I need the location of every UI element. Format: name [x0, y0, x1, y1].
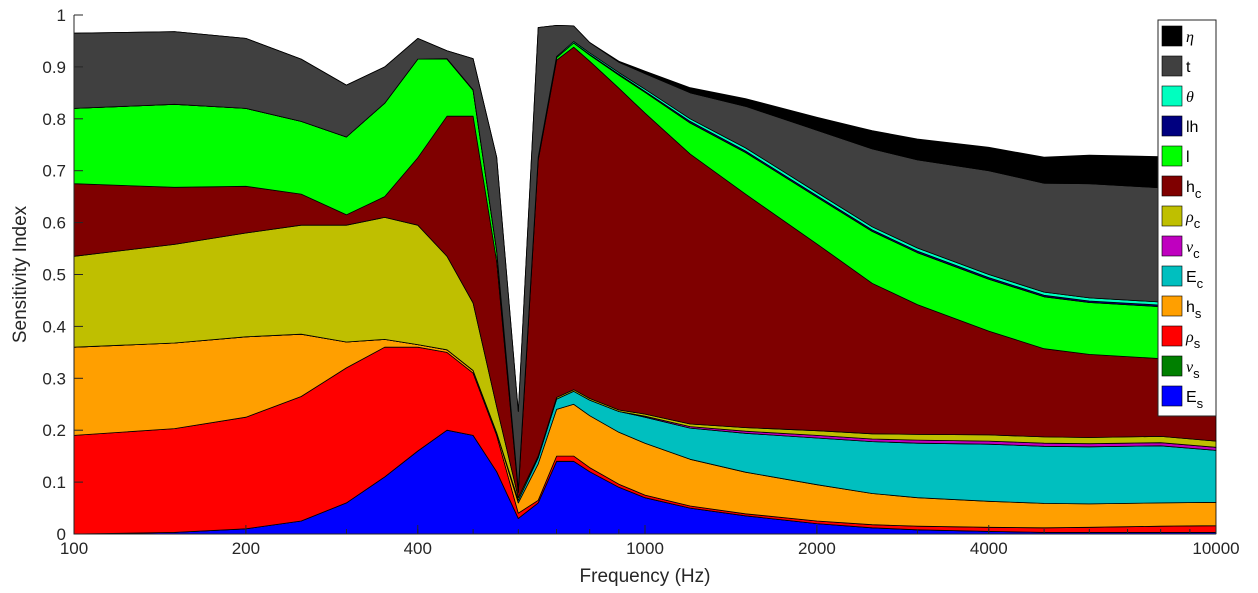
- axes: 0 0.1 0.2 0.3 0.4 0.5 0.6 0.7 0.8 0.9 1 100 200 400 10…: [42, 6, 1239, 558]
- legend-label-theta: θ: [1186, 89, 1194, 106]
- legend-swatch-rho_c: [1161, 205, 1183, 227]
- legend: ηtθ lh l hc ρc νc Ec hs ρs νs Es: [1157, 19, 1217, 417]
- legend-swatch-nu_s: [1161, 355, 1183, 377]
- x-tick-label: 200: [232, 539, 260, 558]
- legend-swatch-h_s: [1161, 295, 1183, 317]
- legend-swatch-E_c: [1161, 265, 1183, 287]
- x-tick-label: 100: [60, 539, 88, 558]
- legend-swatch-eta: [1161, 25, 1183, 47]
- legend-label-nu_s: νs: [1186, 359, 1200, 381]
- stacked-areas: [73, 25, 1217, 535]
- x-tick-label: 4000: [970, 539, 1008, 558]
- y-tick-label: 0.2: [42, 421, 66, 440]
- y-tick-label: 0.5: [42, 266, 66, 285]
- x-axis-label: Frequency (Hz): [580, 566, 711, 587]
- legend-label-h_c: hc: [1186, 179, 1202, 201]
- legend-label-lh: lh: [1186, 119, 1198, 136]
- legend-label-h_s: hs: [1186, 299, 1202, 321]
- y-tick-label: 1: [57, 6, 66, 25]
- y-tick-label: 0.3: [42, 369, 66, 388]
- x-tick-label: 1000: [626, 539, 664, 558]
- y-tick-label: 0.8: [42, 110, 66, 129]
- legend-swatch-lh: [1161, 115, 1183, 137]
- legend-swatch-E_s: [1161, 385, 1183, 407]
- legend-swatch-theta: [1161, 85, 1183, 107]
- y-tick-label: 0.4: [42, 317, 66, 336]
- y-axis-label: Sensitivity Index: [10, 205, 31, 343]
- legend-swatch-h_c: [1161, 175, 1183, 197]
- legend-label-E_s: Es: [1186, 389, 1204, 411]
- legend-label-rho_s: ρs: [1185, 329, 1201, 351]
- x-tick-label: 10000: [1192, 539, 1239, 558]
- y-tick-label: 0.9: [42, 58, 66, 77]
- y-tick-label: 0.1: [42, 473, 66, 492]
- legend-label-t: t: [1186, 59, 1191, 76]
- legend-swatch-t: [1161, 55, 1183, 77]
- x-tick-label: 400: [404, 539, 432, 558]
- y-tick-label: 0: [57, 525, 66, 544]
- legend-swatch-l: [1161, 145, 1183, 167]
- legend-label-E_c: Ec: [1186, 269, 1204, 291]
- x-tick-label: 2000: [798, 539, 836, 558]
- legend-swatch-nu_c: [1161, 235, 1183, 257]
- y-tick-label: 0.7: [42, 162, 66, 181]
- legend-swatch-rho_s: [1161, 325, 1183, 347]
- legend-label-eta: η: [1186, 29, 1194, 46]
- legend-label-l: l: [1186, 149, 1190, 166]
- legend-label-rho_c: ρc: [1185, 209, 1201, 231]
- y-tick-label: 0.6: [42, 214, 66, 233]
- legend-label-nu_c: νc: [1186, 239, 1200, 261]
